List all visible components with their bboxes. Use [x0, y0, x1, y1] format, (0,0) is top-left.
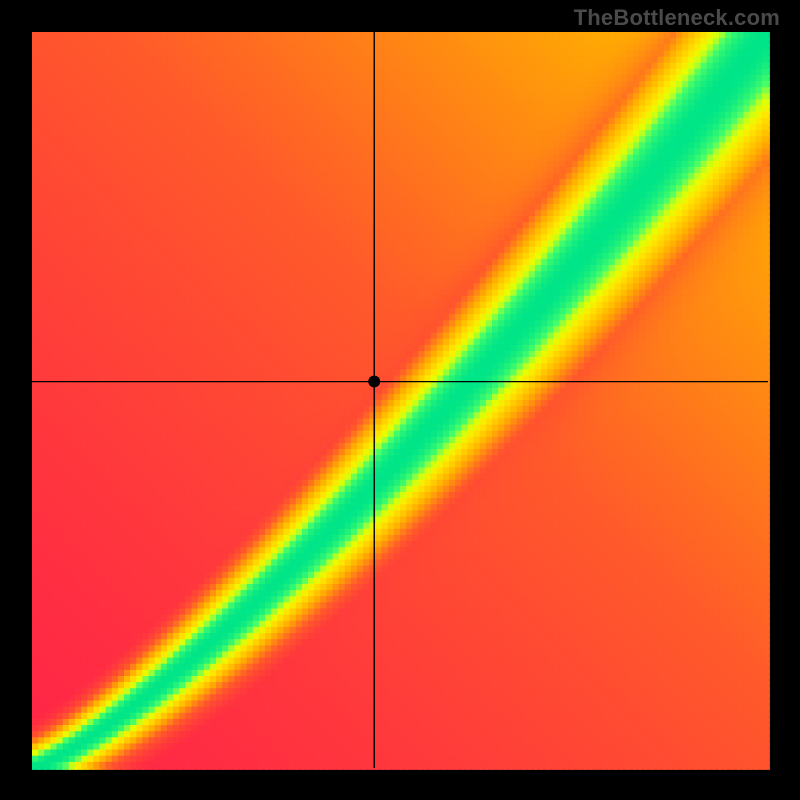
- chart-container: TheBottleneck.com: [0, 0, 800, 800]
- watermark-label: TheBottleneck.com: [574, 5, 780, 31]
- crosshair-overlay: [0, 0, 800, 800]
